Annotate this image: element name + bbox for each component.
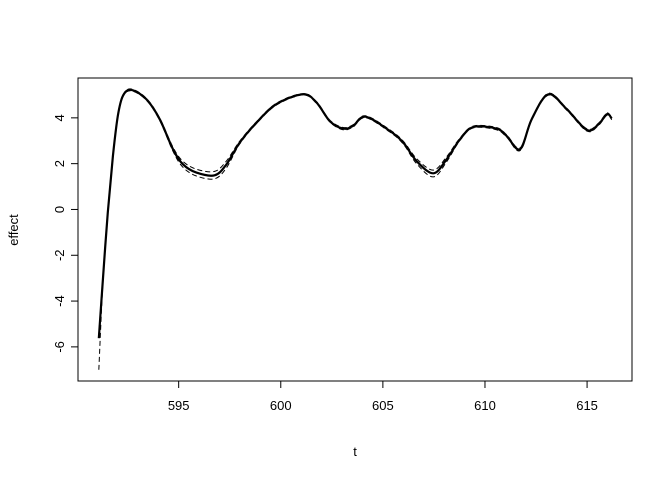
x-axis: 595 600 605 610 615: [168, 380, 598, 413]
y-tick-label: -4: [52, 295, 67, 307]
x-tick-label: 605: [372, 398, 394, 413]
y-tick-label: -6: [52, 341, 67, 353]
x-tick-label: 610: [474, 398, 496, 413]
x-tick-label: 595: [168, 398, 190, 413]
y-axis-title: effect: [6, 214, 21, 246]
series-group: [97, 88, 613, 370]
y-tick-label: 0: [52, 206, 67, 213]
y-tick-label: 4: [52, 114, 67, 121]
y-axis: -6 -4 -2 0 2 4: [52, 114, 79, 353]
series-line-lower: [98, 90, 613, 370]
x-axis-title: t: [353, 444, 357, 459]
y-tick-label: -2: [52, 249, 67, 261]
series-line-fit: [97, 88, 613, 339]
x-tick-label: 615: [576, 398, 598, 413]
y-tick-label: 2: [52, 160, 67, 167]
x-tick-label: 600: [270, 398, 292, 413]
